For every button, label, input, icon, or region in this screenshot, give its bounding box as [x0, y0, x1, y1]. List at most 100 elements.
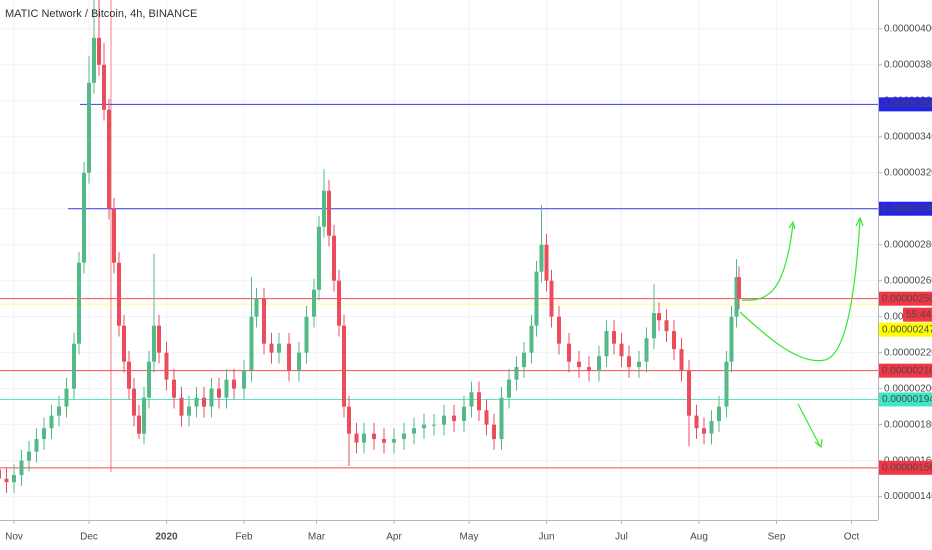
y-tick-label: 0.00000280: [884, 239, 932, 250]
countdown-badge: [903, 307, 932, 322]
y-tick-label: 0.00000320: [884, 167, 932, 178]
candle-body: [262, 298, 266, 344]
candle-body: [137, 415, 141, 434]
candle-body: [452, 415, 456, 422]
x-tick-label: Jul: [615, 532, 628, 543]
candle-body: [477, 392, 481, 411]
candle-body: [694, 415, 699, 429]
candle-body: [164, 352, 169, 380]
candle-body: [627, 356, 631, 368]
x-tick-label: Nov: [5, 532, 23, 543]
y-tick-label: 0.00000380: [884, 59, 932, 70]
price-badge-label: 0.00000358: [882, 99, 932, 110]
x-tick-label: 2020: [155, 532, 178, 543]
candle-body: [734, 277, 739, 317]
candle-body: [462, 406, 466, 422]
arrow-up-2: [739, 219, 861, 362]
candle-body: [132, 388, 136, 416]
candle-body: [117, 262, 121, 326]
price-badge: [879, 97, 932, 112]
price-badge: [879, 322, 932, 337]
price-badge: [879, 291, 932, 306]
arrow-head: [855, 216, 864, 227]
candle-body: [19, 460, 24, 476]
arrow-up-1: [741, 223, 794, 301]
candle-body: [112, 208, 116, 263]
price-badge: [879, 460, 932, 475]
candle-body: [604, 331, 609, 357]
candle-body: [544, 244, 549, 281]
candle-body: [0, 469, 1, 479]
price-badge-label: 0.00000247: [882, 324, 932, 335]
price-badge-label: 0.00000194: [882, 394, 932, 405]
x-tick-label: Oct: [844, 532, 860, 543]
candle-body: [549, 280, 554, 317]
candle-body: [619, 343, 624, 357]
candle-body: [172, 379, 176, 398]
candle-body: [297, 352, 301, 371]
candle-body: [217, 388, 221, 398]
arrow-head: [788, 220, 796, 230]
candle-body: [337, 280, 341, 326]
candle-body: [514, 367, 519, 380]
candle-body: [664, 320, 669, 332]
candle-body: [492, 424, 496, 440]
candle-body: [637, 361, 641, 368]
candle-body: [4, 478, 9, 483]
candle-body: [442, 415, 446, 425]
candle-body: [277, 343, 281, 353]
candle-body: [179, 397, 184, 416]
candle-body: [97, 37, 101, 65]
plot-area: [0, 0, 878, 494]
candle-body: [304, 316, 309, 353]
candle-body: [194, 397, 199, 407]
candle-body: [644, 338, 649, 362]
candle-body: [327, 190, 331, 236]
y-tick-label: 0.00000200: [884, 383, 932, 394]
candle-body: [422, 424, 426, 429]
arrow-head: [814, 438, 823, 449]
y-tick-label: 0.00000340: [884, 131, 932, 142]
candle-body: [354, 433, 359, 443]
candle-body: [27, 451, 31, 461]
price-badge-label: 0.00000250: [882, 293, 932, 304]
candle-body: [249, 316, 254, 371]
candle-body: [362, 433, 366, 443]
candle-body: [122, 325, 126, 362]
candle-body: [392, 439, 396, 443]
x-tick-label: Mar: [308, 532, 326, 543]
price-badges: 0.00000358 0.00000300 0.00000250 55:44 0.000…: [879, 97, 932, 475]
candle-body: [612, 331, 616, 344]
arrow-down: [797, 403, 821, 447]
candle-body: [49, 415, 54, 429]
candle-body: [209, 388, 214, 407]
candle-body: [484, 410, 489, 425]
candle-body: [187, 406, 191, 416]
candle-body: [312, 289, 316, 317]
candle-body: [672, 331, 676, 350]
candle-body: [432, 424, 436, 426]
candle-body: [87, 82, 91, 173]
candle-body: [587, 367, 591, 371]
x-tick-label: Dec: [80, 532, 98, 543]
candle-body: [412, 428, 416, 434]
candle-body: [499, 397, 504, 440]
candle-body: [322, 190, 326, 227]
candle-body: [157, 325, 161, 353]
candle-body: [287, 343, 291, 371]
candle-body: [242, 370, 246, 389]
candle-body: [577, 361, 581, 368]
candle-body: [652, 313, 656, 339]
candle-body: [597, 356, 601, 371]
candle-body: [82, 172, 86, 263]
candle-body: [332, 235, 336, 281]
candle-body: [224, 379, 229, 398]
candle-body: [657, 313, 661, 321]
candle-body: [402, 433, 406, 440]
candle-body: [729, 316, 734, 362]
candle-body: [372, 433, 376, 440]
y-tick-label: 0.00000220: [884, 347, 932, 358]
x-tick-label: Feb: [235, 532, 253, 543]
